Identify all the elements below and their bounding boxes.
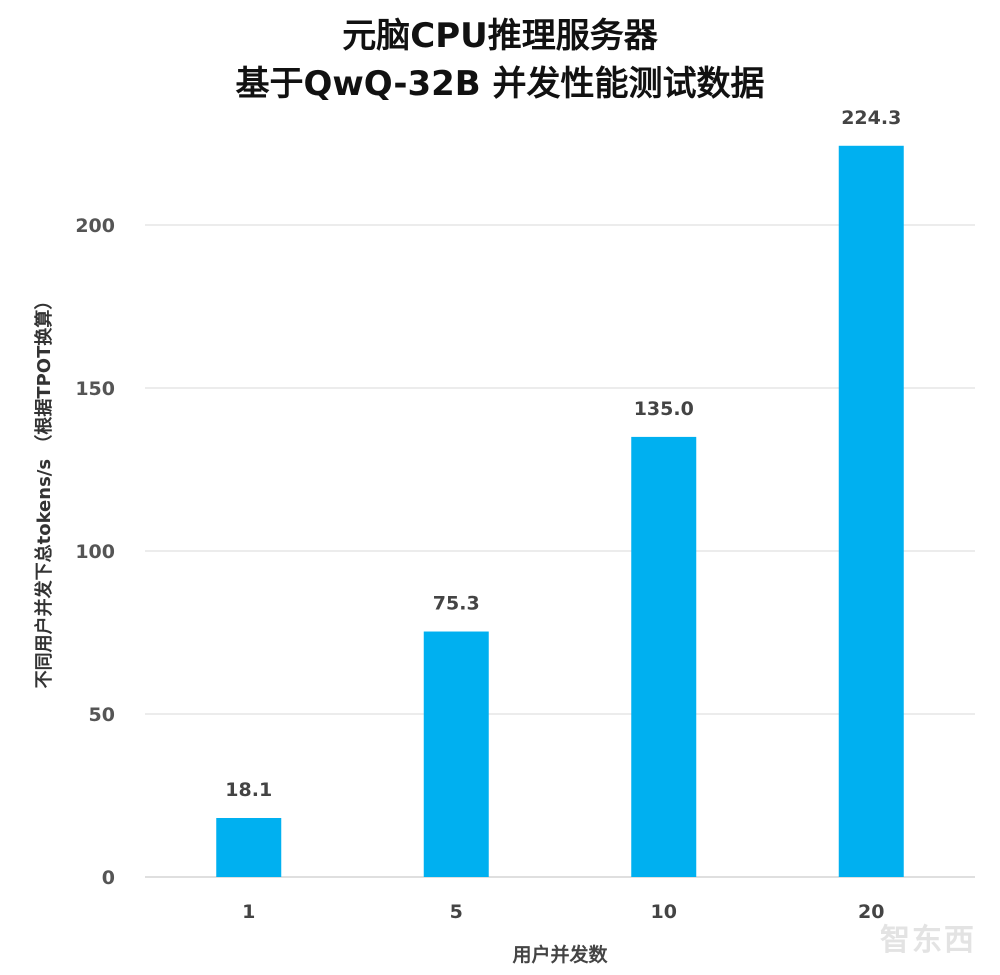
data-label: 75.3 [433, 593, 480, 615]
bar [631, 436, 697, 877]
bar [838, 145, 904, 878]
y-tick-label: 150 [75, 378, 115, 400]
y-axis-label: 不同用户并发下总tokens/s （根据TPOT换算） [34, 291, 55, 689]
x-tick-label: 5 [450, 901, 463, 923]
x-axis-label: 用户并发数 [512, 944, 608, 966]
bar [423, 631, 489, 877]
bar [216, 817, 282, 877]
data-label: 18.1 [225, 779, 272, 801]
watermark-logo: 智东西 [880, 923, 976, 958]
y-tick-label: 0 [102, 867, 115, 889]
data-label: 135.0 [634, 398, 694, 420]
x-tick-label: 20 [858, 901, 884, 923]
data-label: 224.3 [841, 107, 901, 129]
chart-title: 元脑CPU推理服务器 [342, 16, 658, 56]
chart-subtitle: 基于QwQ-32B 并发性能测试数据 [235, 64, 765, 104]
y-tick-label: 50 [89, 704, 115, 726]
x-tick-label: 1 [242, 901, 255, 923]
x-tick-label: 10 [651, 901, 677, 923]
y-tick-label: 200 [75, 215, 115, 237]
y-tick-label: 100 [75, 541, 115, 563]
